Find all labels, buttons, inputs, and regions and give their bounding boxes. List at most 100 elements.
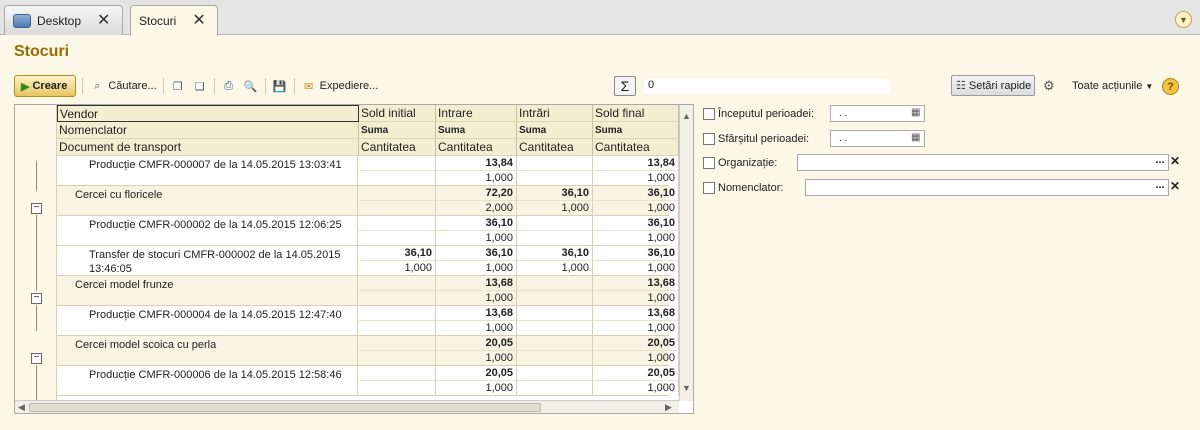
quantity-cell: 1,000 (517, 261, 593, 276)
dropdown-arrow-icon: ▼ (1145, 82, 1154, 91)
print-icon[interactable]: ⎙ (224, 79, 234, 92)
calendar-icon[interactable]: ▦ (911, 132, 921, 143)
toolbar-divider (213, 78, 215, 94)
sum-cell: 20,05 (593, 336, 679, 351)
quantity-cell (359, 321, 436, 336)
quick-settings-button[interactable]: ☷ Setări rapide (951, 75, 1035, 96)
paste-icon[interactable]: ❏ (194, 80, 205, 93)
period-end-label: Sfârșitul perioadei: (718, 133, 810, 145)
calendar-icon[interactable]: ▦ (911, 107, 921, 118)
help-icon[interactable]: ? (1162, 78, 1179, 95)
period-start-checkbox[interactable] (703, 108, 715, 120)
horizontal-scrollbar[interactable]: ◀ ▶ (15, 400, 679, 413)
search-button[interactable]: ⌕ Căutare... (89, 78, 156, 94)
vertical-scrollbar[interactable]: ▲ ▼ (679, 105, 693, 401)
quantity-cell: 1,000 (593, 291, 679, 306)
header-sold-final-qty: Cantitatea (593, 139, 679, 156)
quantity-cell: 1,000 (593, 351, 679, 366)
organization-label: Organizație: (718, 157, 778, 169)
sum-cell (359, 156, 436, 171)
group-row[interactable]: Cercei cu floricele 72,20 2,000 36,10 1,000 3… (57, 186, 679, 216)
nomenclator-clear-icon[interactable]: ✕ (1169, 179, 1181, 193)
sum-cell: 20,05 (436, 366, 517, 381)
tab-bar: Desktop ✕ Stocuri ✕ ▼ (0, 0, 1200, 36)
organization-clear-icon[interactable]: ✕ (1169, 154, 1181, 168)
tree-line (36, 365, 37, 401)
table-row[interactable]: Producție CMFR-000006 de la 14.05.2015 1… (57, 366, 679, 396)
sum-cell (517, 276, 593, 291)
nomenclator-checkbox[interactable] (703, 182, 715, 194)
sum-cell (359, 306, 436, 321)
table-row[interactable]: Transfer de stocuri CMFR-000002 de la 14… (57, 246, 679, 276)
header-sold-initial-qty: Cantitatea (359, 139, 436, 156)
collapse-group-icon[interactable]: − (31, 353, 42, 364)
sum-cell: 13,84 (593, 156, 679, 171)
organization-checkbox[interactable] (703, 157, 715, 169)
sum-cell (359, 366, 436, 381)
header-sold-initial[interactable]: Sold initial (359, 105, 436, 122)
table-row[interactable]: Producție CMFR-000007 de la 14.05.2015 1… (57, 156, 679, 186)
sum-cell: 13,68 (593, 276, 679, 291)
sum-cell: 36,10 (593, 246, 679, 261)
header-document[interactable]: Document de transport (57, 139, 359, 156)
toolbar: ▶ Creare ⌕ Căutare... ❐ ❏ ⎙ 🔍 💾 ✉ Expedi… (14, 74, 378, 98)
scroll-right-icon[interactable]: ▶ (665, 402, 672, 412)
header-intrari[interactable]: Intrări (517, 105, 593, 122)
group-row[interactable]: Cercei model frunze 13,68 1,000 13,68 1,000 (57, 276, 679, 306)
nomenclator-cell: Cercei model scoica cu perla (57, 336, 358, 366)
header-sold-initial-sum: Suma (359, 122, 436, 139)
scroll-left-icon[interactable]: ◀ (18, 402, 25, 412)
header-nomenclator[interactable]: Nomenclator (57, 122, 359, 139)
collapse-group-icon[interactable]: − (31, 203, 42, 214)
tab-desktop[interactable]: Desktop ✕ (4, 5, 123, 35)
quantity-cell (517, 231, 593, 246)
grid-header: Vendor Nomenclator Document de transport… (57, 105, 679, 156)
sum-cell (359, 186, 436, 201)
quick-settings-icon: ☷ (956, 80, 966, 92)
send-button[interactable]: ✉ Expediere... (301, 78, 378, 94)
quantity-cell (359, 231, 436, 246)
period-end-field[interactable]: . . (830, 130, 925, 147)
sigma-icon: Σ (620, 78, 630, 94)
quantity-cell (517, 321, 593, 336)
table-row[interactable]: Producție CMFR-000004 de la 14.05.2015 1… (57, 306, 679, 336)
header-vendor[interactable]: Vendor (57, 105, 359, 122)
nomenclator-field[interactable] (805, 179, 1169, 196)
tree-line (36, 161, 37, 191)
sum-cell: 36,10 (359, 246, 436, 261)
all-actions-menu[interactable]: Toate acțiunile ▼ (1072, 80, 1153, 92)
sum-cell (517, 156, 593, 171)
sum-cell: 36,10 (517, 186, 593, 201)
settings-icon[interactable]: ⚙ (1043, 78, 1055, 93)
create-button[interactable]: ▶ Creare (14, 75, 77, 97)
sum-button[interactable]: Σ (614, 76, 636, 96)
quantity-cell (359, 171, 436, 186)
quantity-cell (359, 381, 436, 396)
close-tab-desktop-icon[interactable]: ✕ (97, 11, 111, 29)
period-end-checkbox[interactable] (703, 133, 715, 145)
table-row[interactable]: Producție CMFR-000002 de la 14.05.2015 1… (57, 216, 679, 246)
organization-select-button[interactable]: ... (1155, 154, 1165, 166)
header-intrare[interactable]: Intrare (436, 105, 517, 122)
tab-stocuri[interactable]: Stocuri ✕ (130, 5, 218, 36)
stock-report-grid[interactable]: − − − Vendor Nomenclator Document de tra… (14, 104, 694, 414)
chevron-down-icon[interactable]: ▼ (1175, 11, 1192, 28)
quantity-cell: 1,000 (517, 201, 593, 216)
collapse-group-icon[interactable]: − (31, 293, 42, 304)
period-start-field[interactable]: . . (830, 105, 925, 122)
document-cell: Producție CMFR-000004 de la 14.05.2015 1… (57, 306, 358, 336)
print-preview-icon[interactable]: 🔍 (243, 80, 258, 93)
scroll-up-icon[interactable]: ▲ (682, 111, 691, 121)
document-cell: Producție CMFR-000006 de la 14.05.2015 1… (57, 366, 358, 396)
close-tab-stocuri-icon[interactable]: ✕ (192, 12, 206, 29)
scroll-thumb[interactable] (29, 403, 541, 412)
scroll-down-icon[interactable]: ▼ (682, 383, 691, 393)
group-row[interactable]: Cercei model scoica cu perla 20,05 1,000 20… (57, 336, 679, 366)
play-icon: ▶ (21, 80, 30, 93)
nomenclator-select-button[interactable]: ... (1155, 179, 1165, 191)
header-sold-final[interactable]: Sold final (593, 105, 679, 122)
copy-icon[interactable]: ❐ (172, 80, 183, 93)
save-icon[interactable]: 💾 (272, 80, 287, 93)
quantity-cell: 1,000 (593, 321, 679, 336)
organization-field[interactable] (797, 154, 1169, 171)
